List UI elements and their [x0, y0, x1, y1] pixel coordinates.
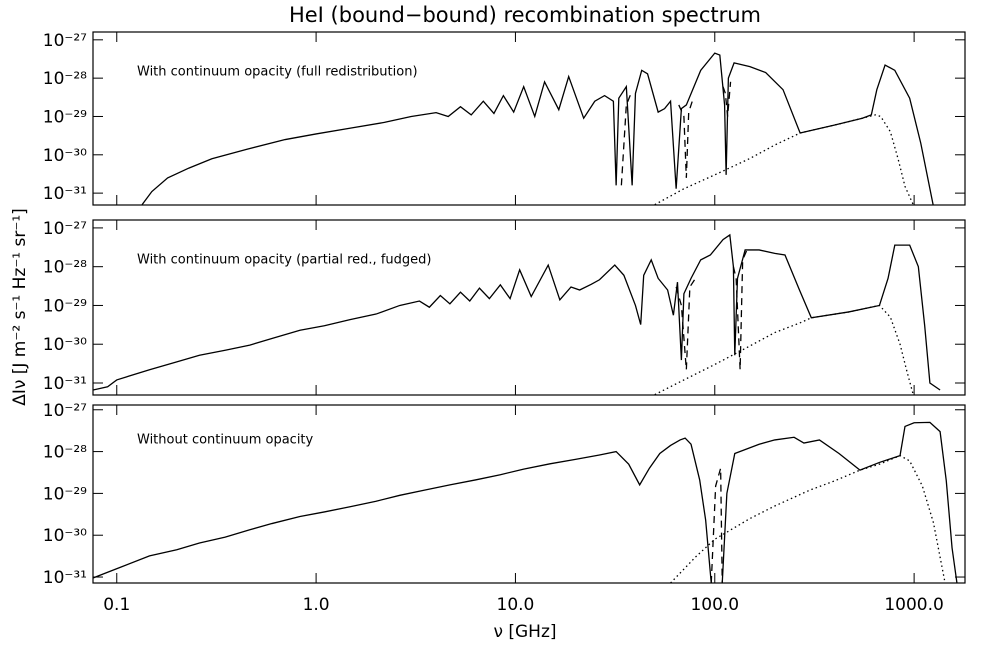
- y-tick-label: 10⁻²⁷: [43, 31, 87, 51]
- annotation: Without continuum opacity: [137, 433, 314, 448]
- line-solid: [93, 233, 941, 391]
- y-tick-label: 10⁻²⁷: [43, 401, 87, 421]
- x-tick-label: 1.0: [303, 595, 330, 615]
- line-dotted: [670, 454, 946, 583]
- y-axis-label: ΔIν [J m⁻² s⁻¹ Hz⁻¹ sr⁻¹]: [10, 208, 30, 406]
- y-tick-label: 10⁻²⁹: [43, 296, 87, 316]
- annotation: With continuum opacity (full redistribut…: [137, 65, 418, 80]
- y-tick-label: 10⁻²⁸: [43, 443, 87, 463]
- x-tick-label: 0.1: [103, 595, 130, 615]
- y-tick-label: 10⁻²⁹: [43, 484, 87, 504]
- panel-frame: [92, 404, 966, 584]
- y-tick-label: 10⁻²⁸: [43, 258, 87, 278]
- line-dotted: [654, 304, 914, 395]
- x-tick-label: 1000.0: [884, 595, 943, 615]
- y-tick-label: 10⁻³¹: [43, 568, 87, 588]
- y-tick-label: 10⁻²⁹: [43, 107, 87, 127]
- y-tick-label: 10⁻³¹: [43, 374, 87, 394]
- y-tick-label: 10⁻³⁰: [43, 146, 87, 166]
- panel-frame: [92, 31, 966, 206]
- x-axis-label: ν [GHz]: [493, 622, 556, 642]
- x-tick-label: 100.0: [690, 595, 739, 615]
- line-dotted: [654, 114, 914, 205]
- y-tick-label: 10⁻²⁷: [43, 219, 87, 239]
- line-solid: [93, 421, 958, 583]
- annotation: With continuum opacity (partial red., fu…: [137, 253, 431, 268]
- line-dashed: [675, 249, 748, 370]
- line-dashed: [620, 81, 732, 186]
- y-tick-label: 10⁻³¹: [43, 184, 87, 204]
- y-tick-label: 10⁻³⁰: [43, 526, 87, 546]
- chart-title: HeI (bound−bound) recombination spectrum: [289, 3, 761, 27]
- x-tick-label: 10.0: [497, 595, 535, 615]
- line-solid: [141, 52, 934, 205]
- y-tick-label: 10⁻²⁸: [43, 69, 87, 89]
- line-dashed: [710, 468, 723, 583]
- panel-frame: [92, 219, 966, 396]
- y-tick-label: 10⁻³⁰: [43, 335, 87, 355]
